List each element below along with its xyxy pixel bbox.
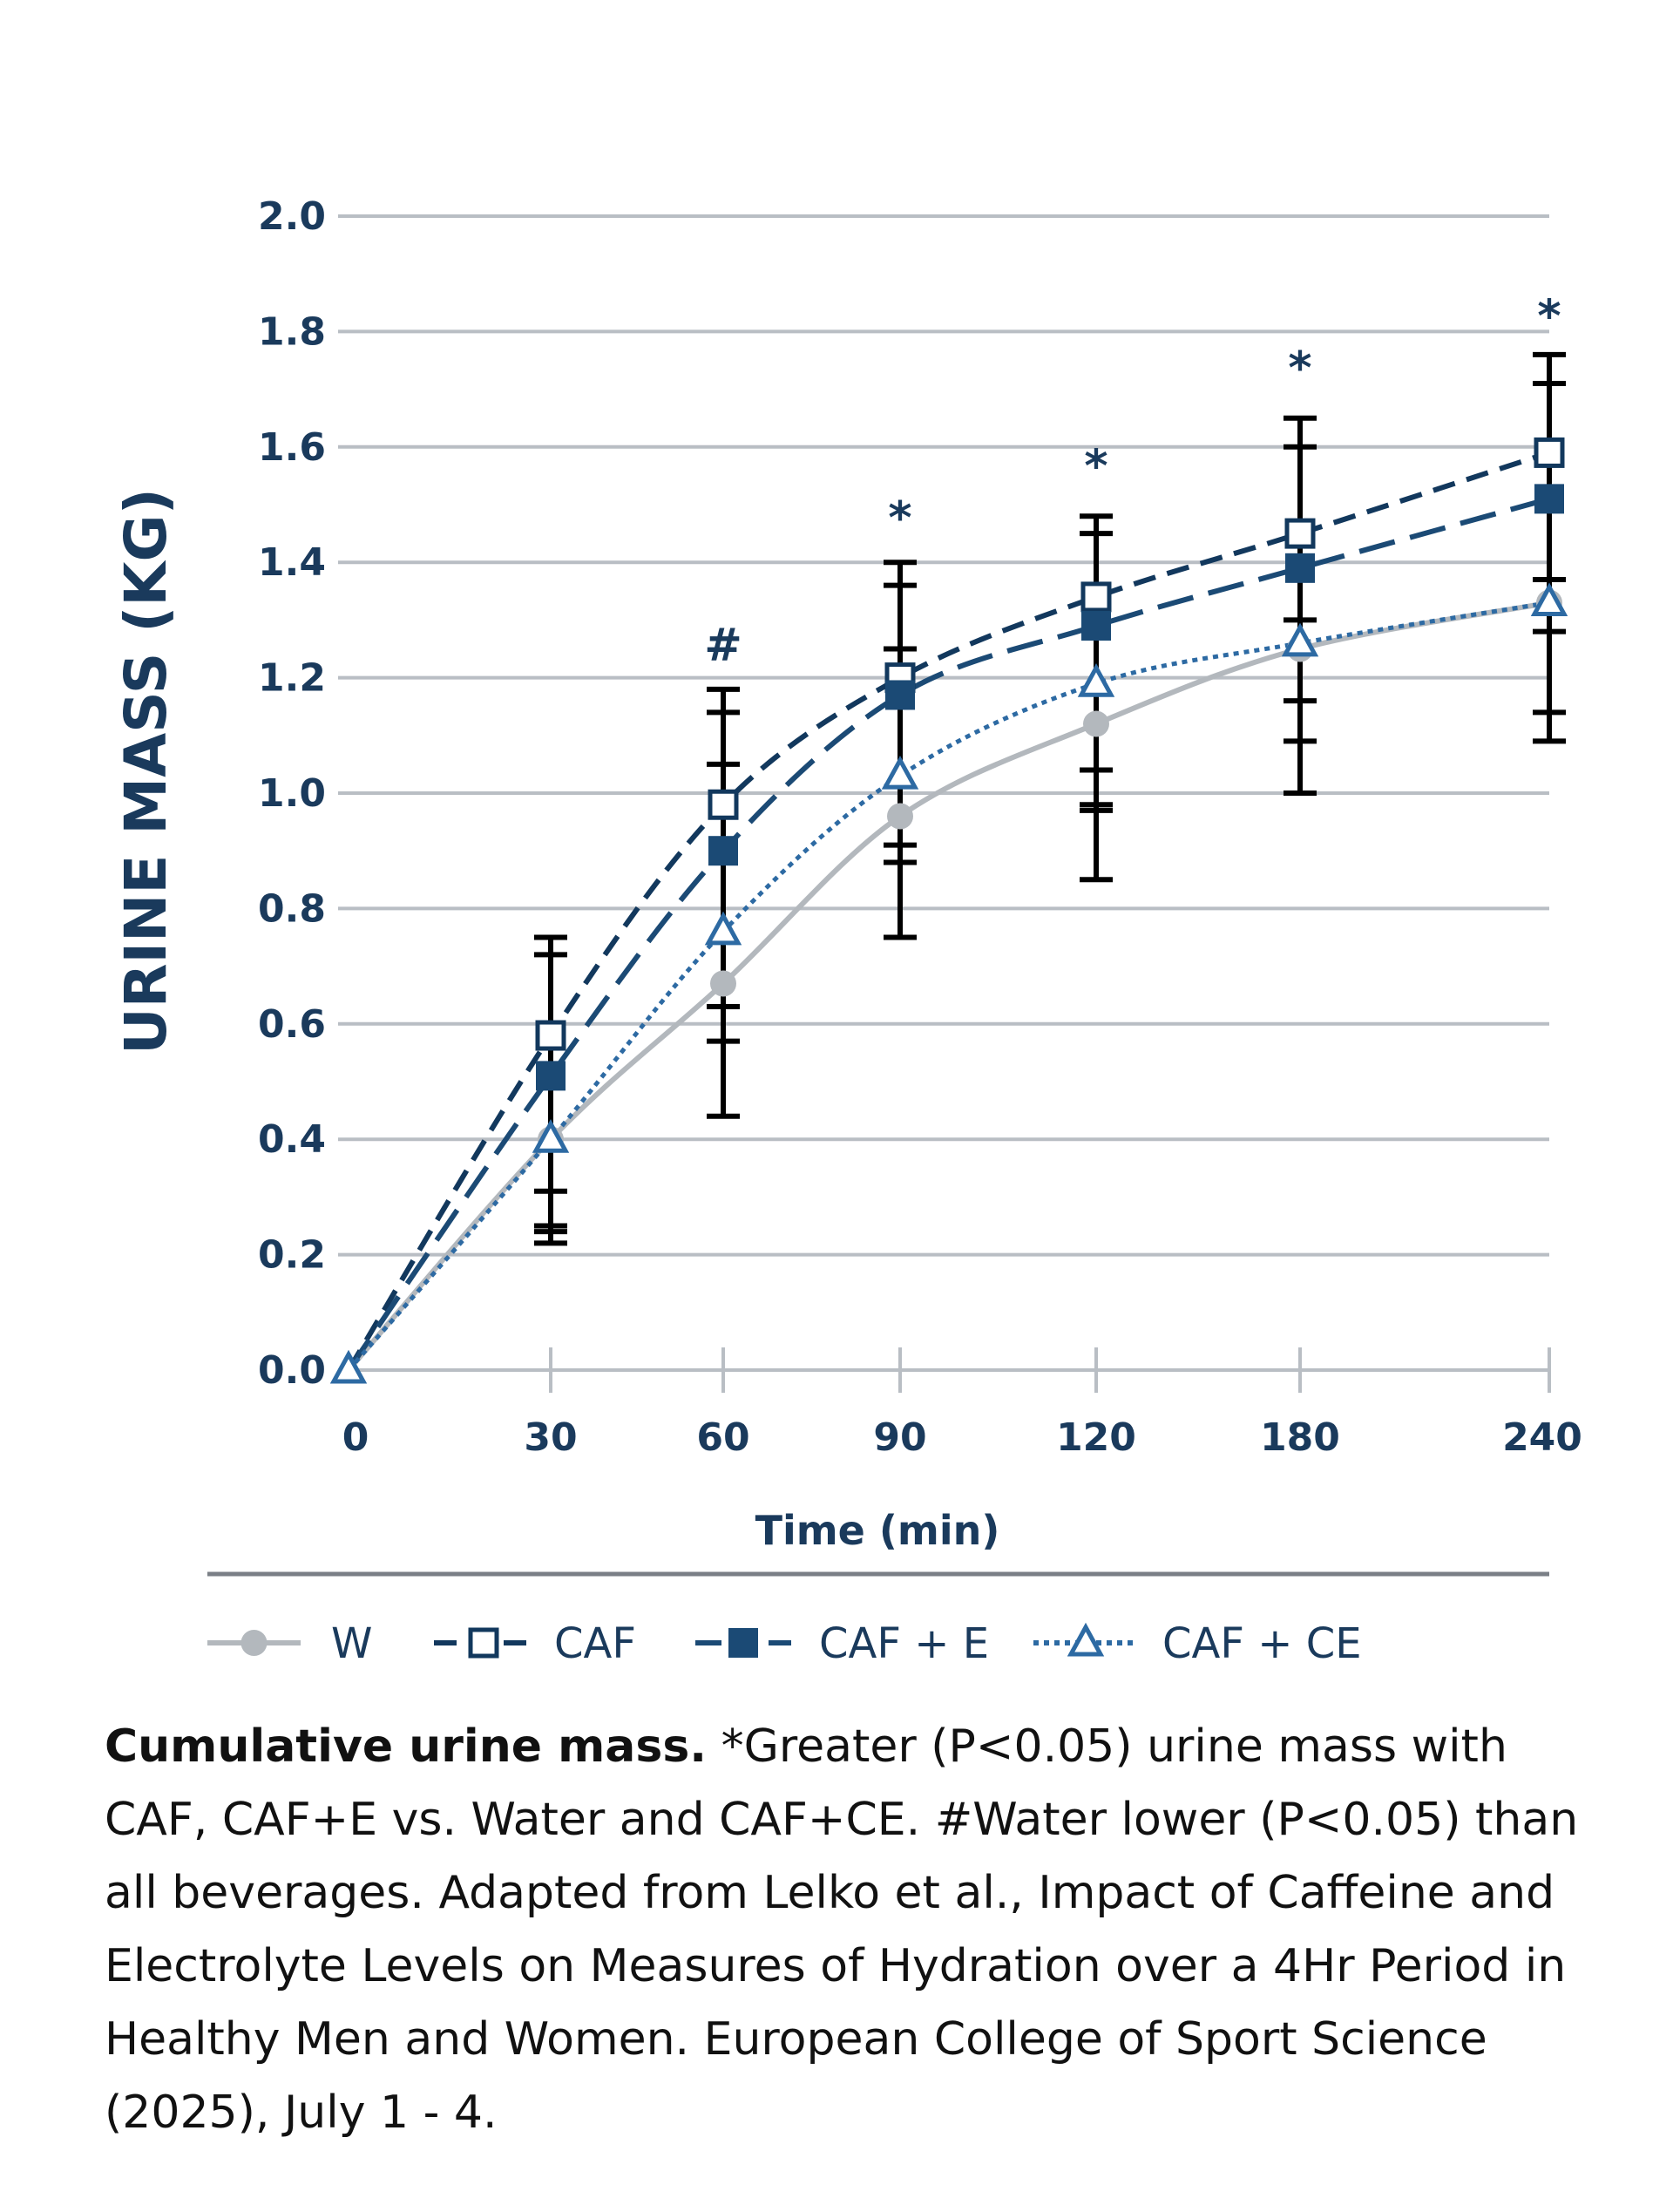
data-point [708, 789, 739, 820]
x-tick-label: 60 [696, 1415, 749, 1460]
data-point [1083, 710, 1109, 737]
y-tick-label: 0.6 [258, 1002, 326, 1047]
series-lines [346, 450, 1550, 1372]
significance-marker: * [888, 492, 911, 545]
x-tick-label: 180 [1260, 1415, 1340, 1460]
data-point [1281, 622, 1319, 657]
caption-text: *Greater (P<0.05) urine mass with CAF, C… [105, 1720, 1579, 2139]
significance-marker: * [1084, 441, 1107, 493]
y-tick-label: 1.2 [258, 656, 326, 701]
data-point [708, 836, 738, 866]
significance-marker: # [704, 620, 742, 672]
y-tick-label: 2.0 [258, 194, 326, 239]
data-point [536, 1061, 566, 1091]
significance-annotations: # * * * * [704, 290, 1561, 671]
legend-item: CAF + CE [1033, 1619, 1362, 1668]
data-point [532, 1119, 570, 1153]
legend-label: W [331, 1619, 372, 1668]
data-point [1530, 582, 1568, 617]
legend-marker [240, 1630, 268, 1656]
x-tick-label: 0 [342, 1415, 369, 1460]
legend-item: CAF + E [695, 1619, 989, 1668]
caption-title: Cumulative urine mass. [105, 1720, 708, 1773]
x-tick-label: 90 [873, 1415, 926, 1460]
data-point [535, 1020, 566, 1051]
x-tick-label: 120 [1056, 1415, 1136, 1460]
data-point [1081, 611, 1111, 641]
significance-marker: * [1288, 343, 1311, 395]
x-tick-label: 240 [1502, 1415, 1582, 1460]
series-markers [329, 437, 1568, 1384]
series-line-caf [346, 450, 1550, 1372]
legend-marker [728, 1628, 758, 1658]
y-tick-label: 0.2 [258, 1233, 326, 1278]
data-point [1080, 581, 1112, 613]
y-tick-label: 1.4 [258, 540, 326, 585]
data-point [1284, 518, 1316, 549]
gridlines [338, 214, 1549, 1257]
error-bars [534, 351, 1566, 1246]
legend: W CAF CAF + E CAF + CE [207, 1619, 1362, 1668]
data-point [1077, 663, 1115, 697]
significance-marker: * [1537, 290, 1561, 343]
data-point [881, 755, 919, 790]
legend-label: CAF [554, 1619, 636, 1668]
figure-caption: Cumulative urine mass. *Greater (P<0.05)… [105, 1710, 1586, 2149]
y-tick-labels: 0.0 0.2 0.4 0.6 0.8 1.0 1.2 1.4 1.6 1.8 2.0 [258, 194, 326, 1393]
data-point [710, 970, 736, 997]
y-tick-label: 0.0 [258, 1348, 326, 1393]
x-axis-title: Time (min) [755, 1507, 1000, 1554]
legend-item: CAF [434, 1619, 636, 1668]
y-tick-label: 0.8 [258, 886, 326, 931]
y-tick-label: 1.8 [258, 309, 326, 354]
y-tick-label: 1.0 [258, 771, 326, 816]
x-tick-labels: 0 30 60 90 120 180 240 [342, 1415, 1582, 1460]
data-point [1285, 553, 1315, 583]
legend-label: CAF + E [819, 1619, 989, 1668]
legend-item: W [207, 1619, 372, 1668]
data-point [1534, 484, 1564, 514]
data-point [887, 803, 913, 830]
legend-marker [1067, 1622, 1105, 1657]
y-tick-label: 1.6 [258, 425, 326, 470]
y-axis-title: URINE MASS (KG) [112, 488, 179, 1055]
data-point [1534, 437, 1565, 468]
x-axis [338, 1347, 1551, 1393]
data-point [704, 911, 742, 946]
series-line-caf-e [346, 496, 1550, 1372]
data-point [329, 1349, 368, 1384]
data-point [885, 680, 915, 710]
y-tick-label: 0.4 [258, 1117, 326, 1162]
legend-marker [468, 1627, 499, 1659]
x-tick-label: 30 [524, 1415, 577, 1460]
legend-label: CAF + CE [1162, 1619, 1362, 1668]
